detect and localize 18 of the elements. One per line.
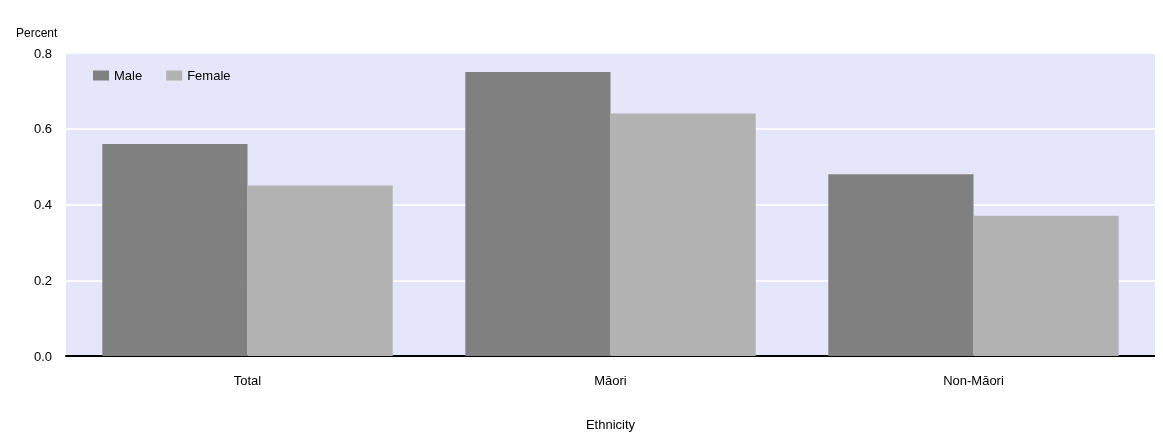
bar xyxy=(102,143,248,356)
y-tick-label: 0.4 xyxy=(33,197,52,212)
x-tick-label: Non-Māori xyxy=(943,373,1004,388)
legend-label: Female xyxy=(187,68,231,83)
legend-label: Male xyxy=(114,68,143,83)
y-tick-label: 0.6 xyxy=(33,121,52,137)
x-tick-label: Māori xyxy=(594,373,627,388)
bar xyxy=(828,174,974,356)
bar xyxy=(247,185,393,356)
bar xyxy=(465,71,611,356)
y-tick-label: 0.0 xyxy=(33,348,52,364)
bar xyxy=(973,215,1119,356)
y-tick-label: 0.2 xyxy=(33,272,52,288)
bar xyxy=(610,113,756,356)
y-tick-label: 0.8 xyxy=(33,45,52,61)
x-axis-title: Ethnicity xyxy=(585,417,636,432)
y-axis-title: Percent xyxy=(16,26,59,40)
x-tick-label: Total xyxy=(233,373,262,388)
